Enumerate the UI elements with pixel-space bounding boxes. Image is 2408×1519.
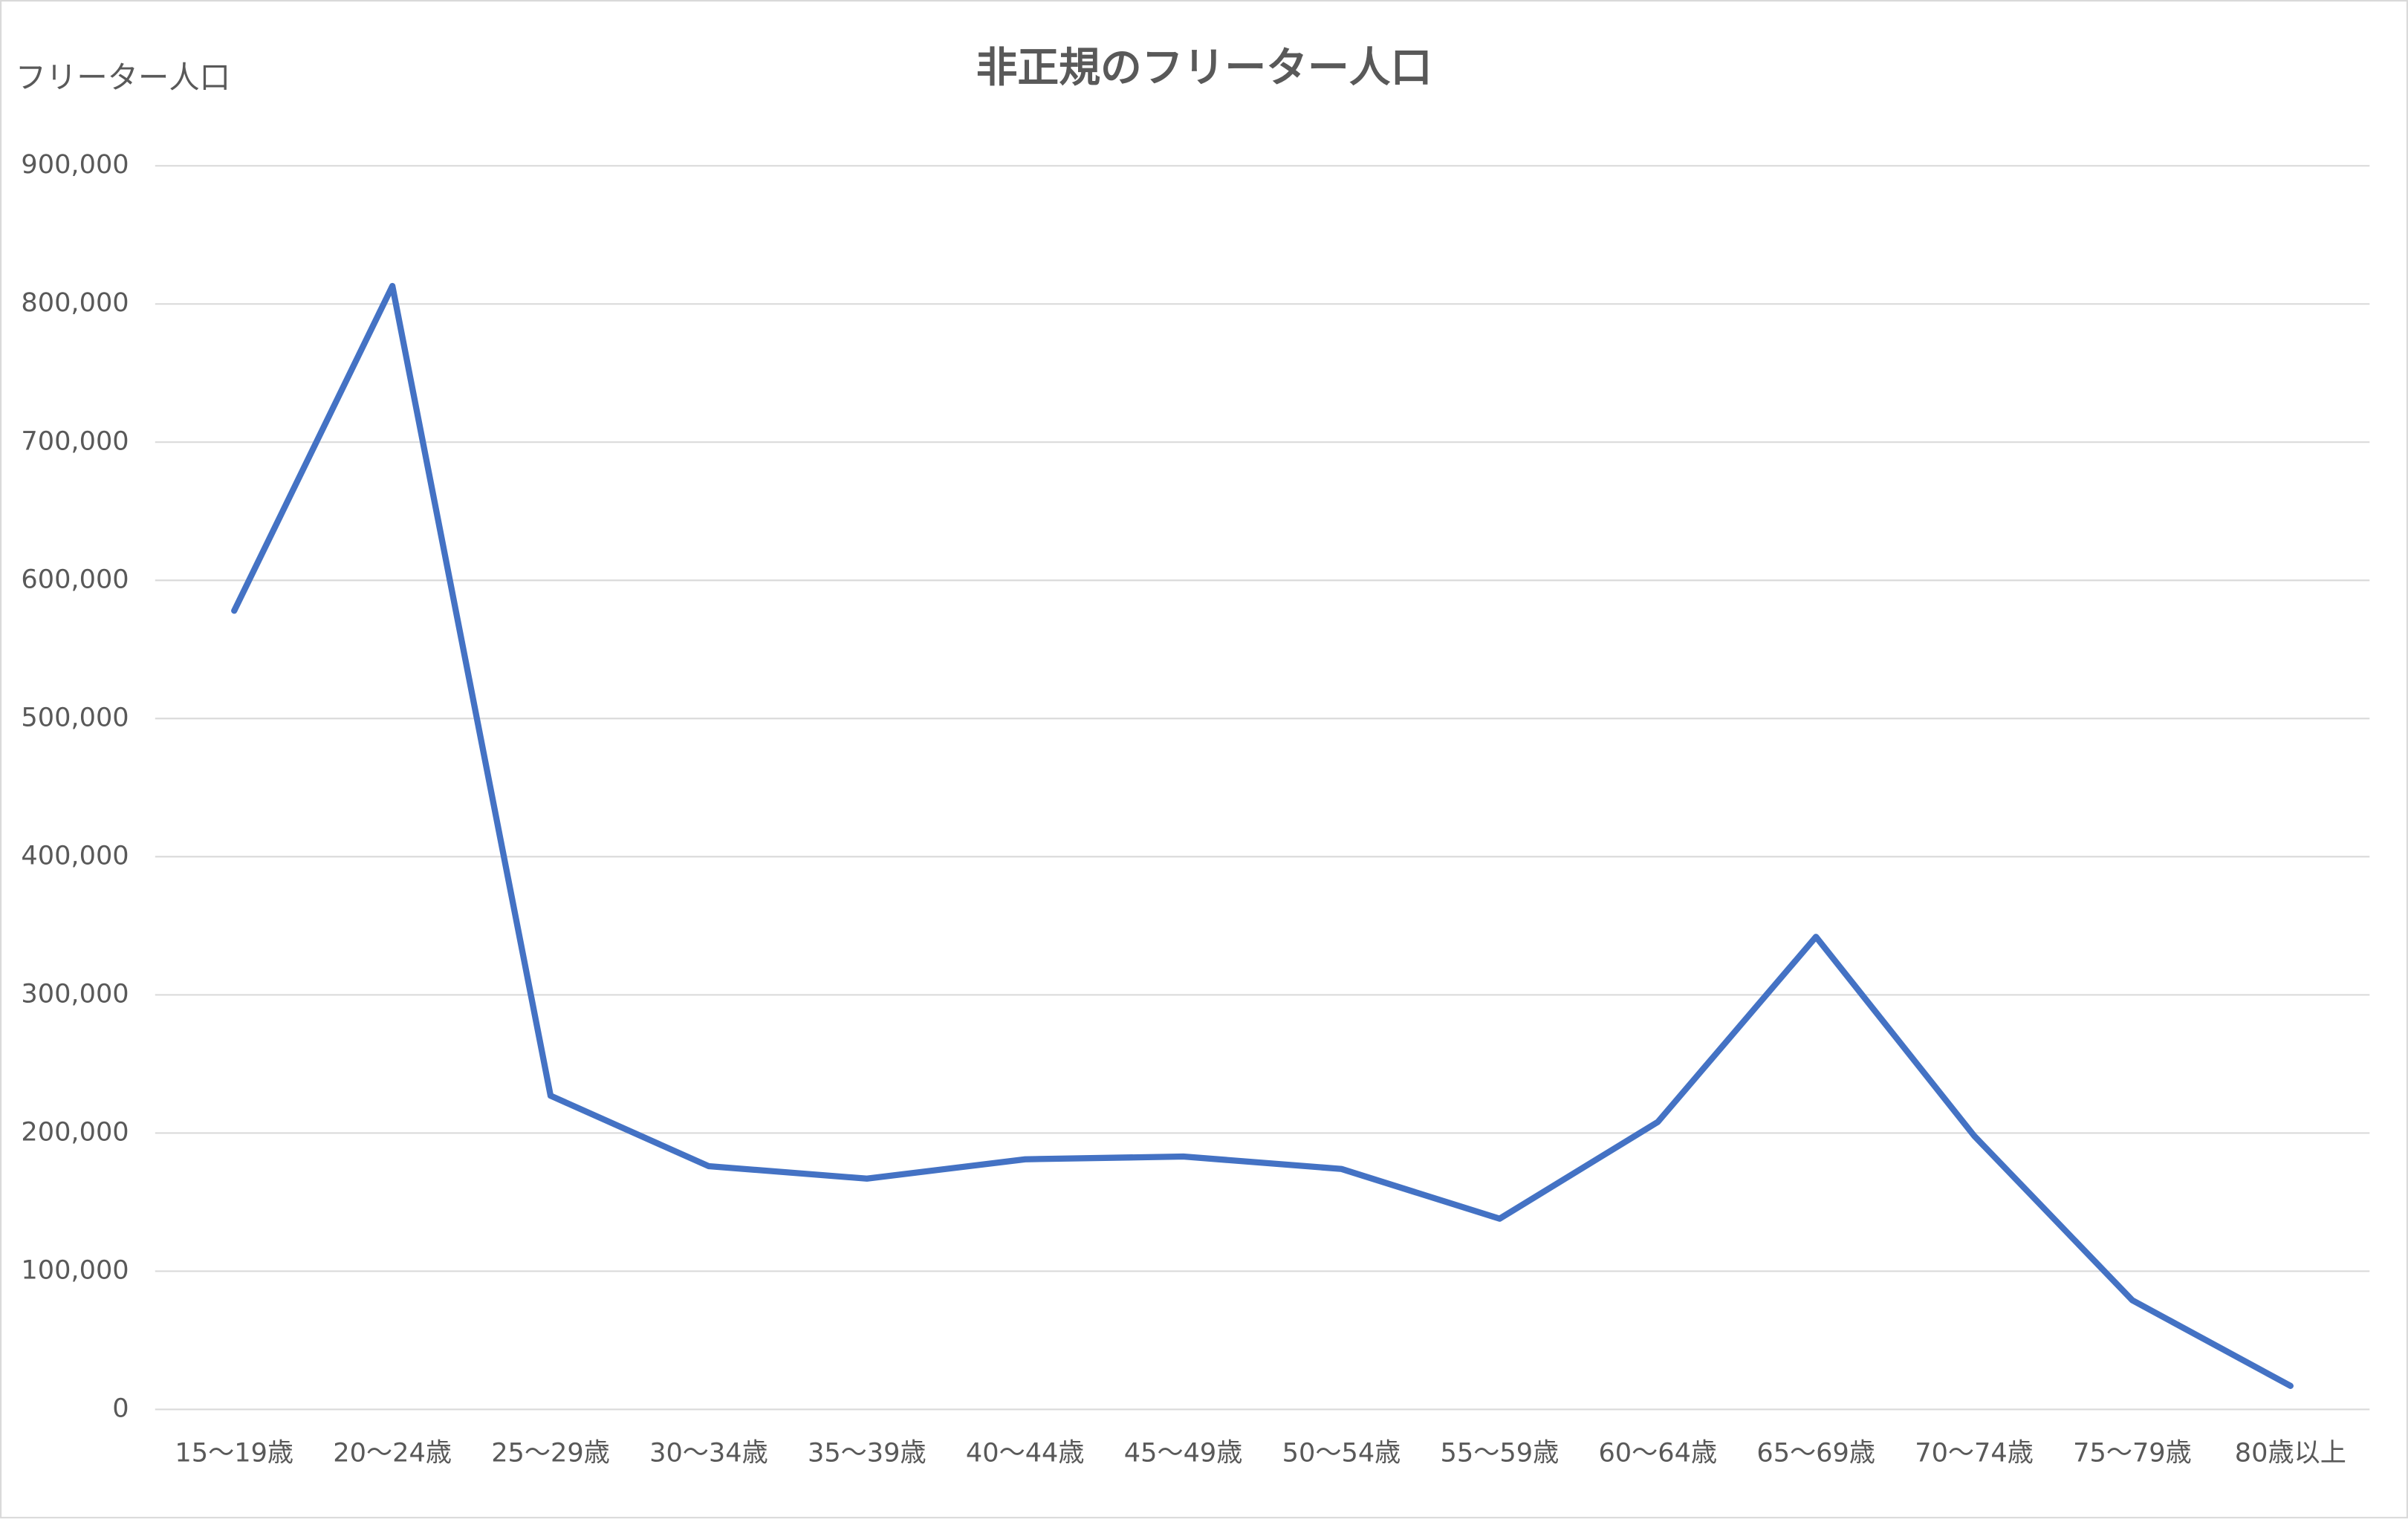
y-tick-label: 500,000 <box>21 702 129 732</box>
x-tick-label: 60〜64歳 <box>1598 1437 1717 1468</box>
y-tick-label: 700,000 <box>21 426 129 456</box>
x-tick-label: 45〜49歳 <box>1124 1437 1243 1468</box>
y-tick-label: 800,000 <box>21 287 129 318</box>
x-tick-label: 40〜44歳 <box>966 1437 1085 1468</box>
y-axis-label: フリーター人口 <box>16 59 230 95</box>
y-tick-label: 100,000 <box>21 1255 129 1285</box>
x-tick-label: 30〜34歳 <box>649 1437 768 1468</box>
x-tick-label: 70〜74歳 <box>1915 1437 2034 1468</box>
y-tick-label: 600,000 <box>21 564 129 594</box>
x-tick-label: 25〜29歳 <box>491 1437 610 1468</box>
y-tick-label: 200,000 <box>21 1116 129 1147</box>
x-tick-label: 15〜19歳 <box>175 1437 293 1468</box>
y-tick-label: 0 <box>112 1393 129 1423</box>
y-tick-label: 900,000 <box>21 149 129 180</box>
x-tick-label: 20〜24歳 <box>333 1437 452 1468</box>
x-tick-label: 35〜39歳 <box>808 1437 926 1468</box>
x-tick-label: 55〜59歳 <box>1441 1437 1560 1468</box>
data-line <box>231 282 2294 1389</box>
y-tick-label: 400,000 <box>21 840 129 871</box>
y-tick-label: 300,000 <box>21 978 129 1009</box>
x-tick-label: 50〜54歳 <box>1282 1437 1401 1468</box>
x-tick-label: 75〜79歳 <box>2073 1437 2192 1468</box>
x-tick-label: 65〜69歳 <box>1756 1437 1875 1468</box>
chart-title: 非正規のフリーター人口 <box>976 44 1432 92</box>
x-tick-label: 80歳以上 <box>2235 1437 2346 1468</box>
